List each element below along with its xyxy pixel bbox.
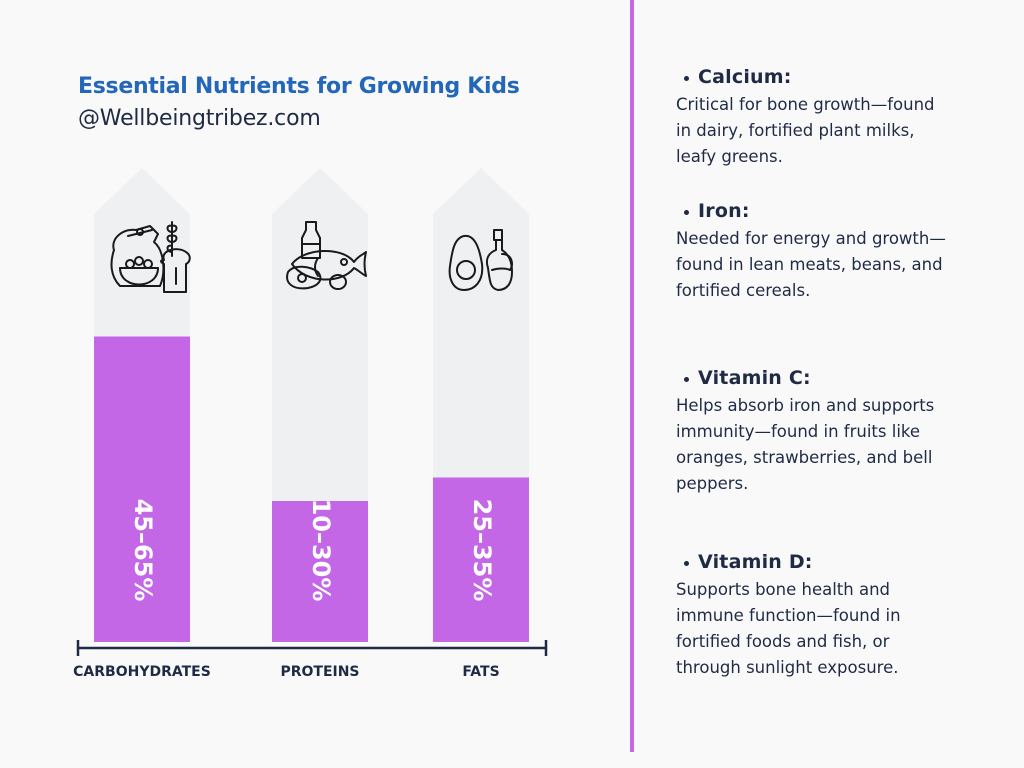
nutrient-heading: Vitamin C: — [684, 367, 1006, 389]
data-bar — [94, 336, 190, 642]
section-divider — [630, 0, 634, 752]
chart-title: Essential Nutrients for Growing Kids — [78, 74, 520, 99]
nutrient-description: Needed for energy and growth—found in le… — [676, 229, 946, 300]
nutrient-heading: Vitamin D: — [684, 551, 1006, 573]
nutrient-item-vitamin-c: Vitamin C: Helps absorb iron and support… — [676, 367, 1006, 497]
data-bar — [272, 501, 368, 642]
fish-meat-milk-icon — [286, 221, 367, 290]
bar-value-label: 45–65% — [129, 499, 157, 602]
category-label: CARBOHYDRATES — [73, 664, 211, 680]
nutrient-description: Helps absorb iron and supports immunity—… — [676, 396, 935, 493]
bar-value-label: 10–30% — [307, 499, 335, 602]
nutrient-item-vitamin-d: Vitamin D: Supports bone health and immu… — [676, 551, 1006, 681]
category-label: FATS — [462, 664, 499, 680]
nutrient-heading: Iron: — [684, 200, 1006, 222]
nutrient-heading: Calcium: — [684, 66, 1006, 88]
nutrient-description: Critical for bone growth—found in dairy,… — [676, 95, 935, 166]
chart-subtitle: @Wellbeingtribez.com — [78, 106, 321, 131]
nutrient-description: Supports bone health and immune function… — [676, 580, 901, 677]
bar-value-label: 25–35% — [468, 499, 496, 602]
data-bar — [433, 477, 529, 642]
nutrient-item-iron: Iron: Needed for energy and growth—found… — [676, 200, 1006, 304]
grains-bread-icon — [110, 221, 191, 293]
avocado-oil-icon — [448, 229, 513, 291]
category-label: PROTEINS — [280, 664, 359, 680]
nutrient-item-calcium: Calcium: Critical for bone growth—found … — [676, 66, 1006, 170]
nutrient-chart: 45–65% CARBOHYDRATES 10–30% PROTEINS 25–35% F… — [73, 221, 548, 680]
